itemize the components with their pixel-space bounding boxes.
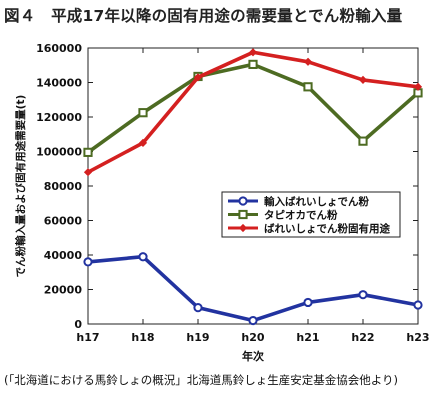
legend-label-1: 輸入ばれいしょでん粉 — [264, 195, 369, 208]
y-tick-label: 120000 — [36, 111, 82, 124]
data-point-series-3 — [138, 138, 148, 147]
x-tick-label: h21 — [296, 331, 319, 344]
data-point-series-1 — [248, 315, 258, 326]
x-axis-title: 年次 — [242, 349, 264, 363]
x-tick-label: h23 — [406, 331, 429, 344]
data-point-series-3 — [413, 82, 423, 91]
y-tick-label: 60000 — [44, 215, 83, 228]
x-tick-label: h18 — [131, 331, 154, 344]
legend-marker-3 — [238, 223, 248, 233]
data-point-series-2 — [303, 82, 313, 92]
data-point-series-3 — [83, 168, 93, 177]
y-tick-label: 160000 — [36, 42, 82, 55]
y-tick-label: 40000 — [44, 249, 83, 262]
data-point-series-1 — [138, 252, 148, 262]
x-tick-label: h19 — [186, 331, 209, 344]
data-point-series-3 — [193, 73, 203, 82]
data-point-series-1 — [193, 303, 203, 313]
y-tick-label: 80000 — [44, 180, 83, 193]
data-point-series-3 — [358, 75, 368, 85]
legend-marker-1 — [238, 196, 248, 206]
source-note: (「北海道における馬鈴しょの概況」北海道馬鈴しょ生産安定基金協会他より) — [4, 373, 398, 387]
y-tick-label: 0 — [74, 318, 82, 331]
x-tick-label: h20 — [241, 331, 264, 344]
y-tick-label: 20000 — [44, 284, 83, 297]
x-tick-label: h22 — [351, 331, 374, 344]
data-point-series-1 — [358, 290, 368, 300]
legend-label-3: ばれいしょでん粉固有用途 — [264, 222, 390, 235]
x-tick-label: h17 — [76, 331, 99, 344]
y-tick-label: 140000 — [36, 77, 82, 90]
data-point-series-3 — [303, 57, 313, 66]
y-axis-title: でん粉輸入量および固有用途需要量(t) — [14, 95, 27, 278]
data-point-series-2 — [358, 136, 368, 146]
plot-frame — [87, 47, 419, 325]
data-point-series-1 — [413, 300, 423, 310]
legend-label-2: タピオカでん粉 — [264, 209, 338, 222]
data-point-series-1 — [303, 297, 313, 308]
data-point-series-2 — [138, 108, 148, 118]
legend-marker-2 — [238, 209, 248, 220]
data-point-series-2 — [83, 147, 93, 157]
data-point-series-1 — [83, 257, 93, 267]
figure-title: 図４ 平成17年以降の固有用途の需要量とでん粉輸入量 — [4, 7, 403, 25]
y-tick-label: 100000 — [36, 146, 82, 159]
data-point-series-3 — [248, 48, 258, 57]
data-point-series-2 — [248, 59, 258, 69]
